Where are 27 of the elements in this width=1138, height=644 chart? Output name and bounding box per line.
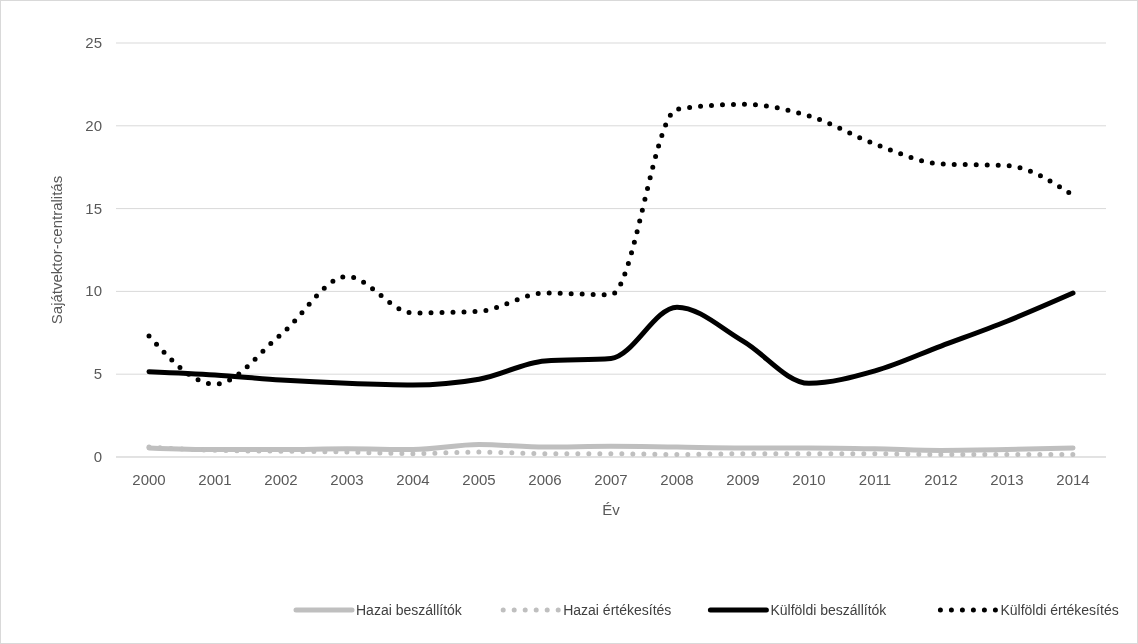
y-tick-label: 20 (85, 116, 102, 134)
x-tick-label: 2013 (990, 471, 1024, 488)
y-tick-label: 0 (93, 448, 102, 465)
y-tick-label: 25 (85, 34, 102, 51)
x-tick-label: 2010 (792, 471, 826, 488)
x-tick-label: 2001 (198, 471, 232, 488)
x-tick-label: 2011 (858, 471, 892, 488)
x-tick-label: 2008 (660, 471, 694, 488)
x-tick-label: 2005 (462, 471, 496, 488)
x-axis-title: Év (602, 501, 621, 518)
legend-label: Hazai értékesítés (563, 602, 672, 618)
y-axis-title: Sajátvektor-centralitás (48, 175, 65, 325)
x-tick-label: 2002 (264, 471, 298, 488)
y-tick-label: 5 (93, 365, 102, 383)
y-tick-label: 15 (85, 199, 102, 217)
legend-label: Külföldi értékesítés (1000, 602, 1119, 618)
legend-label: Hazai beszállítók (356, 602, 463, 618)
x-tick-label: 2014 (1056, 471, 1090, 488)
x-tick-label: 2006 (528, 471, 562, 488)
x-tick-label: 2009 (726, 471, 760, 488)
x-tick-label: 2000 (132, 471, 166, 488)
legend-label: Külföldi beszállítók (770, 602, 888, 618)
x-tick-label: 2007 (594, 471, 628, 488)
x-tick-label: 2012 (924, 471, 958, 488)
y-tick-label: 10 (85, 282, 102, 300)
x-tick-label: 2003 (330, 471, 364, 488)
x-tick-label: 2004 (396, 471, 430, 488)
